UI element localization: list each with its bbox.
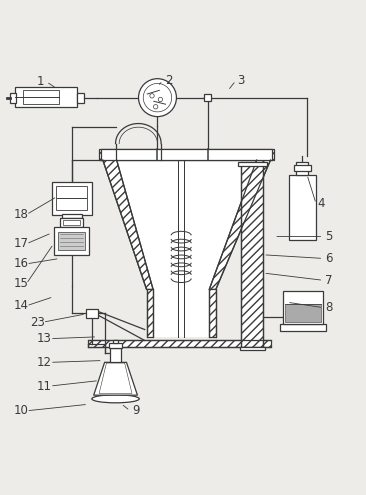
- Bar: [204, 94, 212, 101]
- Text: 1: 1: [37, 75, 45, 88]
- Polygon shape: [209, 160, 270, 290]
- Text: 23: 23: [30, 316, 45, 329]
- Circle shape: [138, 79, 176, 117]
- Polygon shape: [241, 162, 263, 347]
- Bar: [113, 340, 118, 344]
- Bar: [296, 162, 309, 175]
- Text: 7: 7: [325, 274, 333, 287]
- Bar: [23, 91, 59, 104]
- Polygon shape: [146, 290, 153, 337]
- Text: 17: 17: [13, 238, 28, 250]
- Bar: [86, 309, 98, 317]
- Ellipse shape: [92, 395, 139, 403]
- Polygon shape: [94, 362, 137, 395]
- Text: 12: 12: [37, 356, 52, 369]
- Bar: [101, 149, 272, 160]
- Polygon shape: [117, 160, 257, 290]
- Circle shape: [143, 84, 172, 112]
- Text: 15: 15: [13, 278, 28, 291]
- Polygon shape: [99, 149, 274, 160]
- Bar: [62, 214, 82, 218]
- Bar: [15, 87, 77, 107]
- Text: 13: 13: [37, 332, 52, 345]
- Polygon shape: [88, 340, 270, 347]
- Text: 11: 11: [37, 380, 52, 393]
- Bar: [239, 347, 265, 350]
- Bar: [289, 175, 316, 240]
- Bar: [283, 291, 324, 324]
- Text: 4: 4: [318, 197, 325, 210]
- Text: 8: 8: [325, 301, 333, 314]
- Bar: [10, 93, 16, 103]
- Bar: [52, 182, 92, 215]
- Bar: [280, 324, 326, 331]
- Bar: [238, 162, 267, 166]
- Text: 9: 9: [132, 404, 139, 417]
- Bar: [77, 93, 84, 103]
- Bar: [109, 344, 122, 348]
- Bar: [60, 218, 83, 227]
- Text: 10: 10: [13, 404, 28, 417]
- Bar: [111, 348, 121, 362]
- Text: 18: 18: [13, 208, 28, 221]
- Polygon shape: [209, 290, 216, 337]
- Bar: [285, 304, 321, 322]
- Polygon shape: [103, 160, 153, 290]
- Bar: [53, 227, 89, 255]
- Text: 6: 6: [325, 252, 333, 265]
- Bar: [294, 165, 311, 171]
- Circle shape: [150, 94, 154, 98]
- Bar: [58, 232, 85, 250]
- Text: 5: 5: [325, 230, 333, 243]
- Polygon shape: [99, 363, 132, 394]
- Text: 3: 3: [238, 74, 245, 87]
- Text: 2: 2: [165, 74, 172, 87]
- Circle shape: [153, 104, 158, 109]
- Bar: [56, 186, 87, 210]
- Circle shape: [158, 98, 163, 101]
- Bar: [63, 220, 80, 225]
- Bar: [153, 290, 209, 337]
- Text: 16: 16: [13, 257, 28, 270]
- Text: 14: 14: [13, 299, 28, 312]
